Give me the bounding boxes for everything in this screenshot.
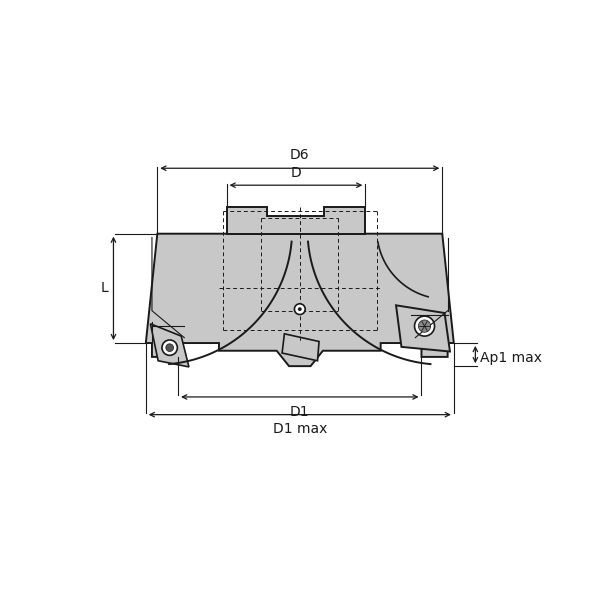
Circle shape (162, 340, 178, 355)
Text: L: L (101, 281, 109, 295)
Circle shape (166, 344, 173, 352)
Circle shape (415, 316, 434, 336)
Text: D6: D6 (290, 148, 310, 162)
Polygon shape (151, 324, 189, 367)
Circle shape (298, 307, 302, 311)
Polygon shape (227, 207, 365, 233)
Polygon shape (282, 334, 319, 361)
Text: D: D (290, 166, 301, 180)
Text: Ap1 max: Ap1 max (480, 352, 542, 365)
Polygon shape (146, 233, 454, 366)
Polygon shape (396, 305, 450, 352)
Circle shape (295, 304, 305, 314)
Circle shape (418, 320, 431, 332)
Text: D1 max: D1 max (272, 422, 327, 436)
Text: D1: D1 (290, 404, 310, 419)
